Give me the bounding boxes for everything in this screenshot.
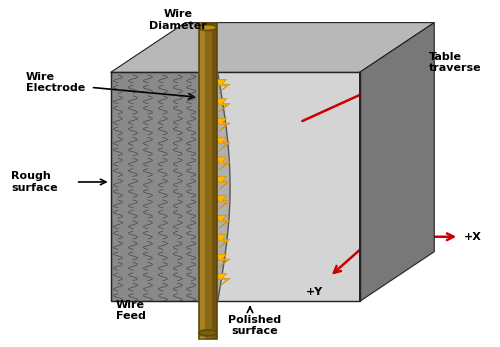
Polygon shape [216,196,230,209]
Text: Wire
Diameter: Wire Diameter [149,9,206,31]
Polygon shape [216,137,230,151]
Polygon shape [216,79,230,93]
Polygon shape [110,23,434,73]
Polygon shape [216,215,230,228]
Polygon shape [250,73,360,302]
Polygon shape [216,118,230,132]
Text: Polished
surface: Polished surface [228,315,281,336]
Bar [200,23,205,339]
Text: Rough
surface: Rough surface [11,171,58,193]
Text: Wire
Electrode: Wire Electrode [26,71,85,93]
Polygon shape [216,157,230,170]
Polygon shape [360,23,434,302]
Polygon shape [216,99,230,112]
Bar [212,23,216,339]
Polygon shape [216,235,230,248]
Bar [198,23,216,339]
Polygon shape [200,73,250,302]
Text: +Y: +Y [306,287,324,297]
Text: Wire
Feed: Wire Feed [116,300,146,321]
Ellipse shape [198,330,216,336]
Polygon shape [216,254,230,267]
Polygon shape [216,273,230,287]
Text: Table
traverse: Table traverse [430,52,482,73]
Polygon shape [216,176,230,189]
Polygon shape [110,73,200,302]
Ellipse shape [198,25,216,31]
Text: +X: +X [464,232,482,242]
Polygon shape [218,73,360,302]
